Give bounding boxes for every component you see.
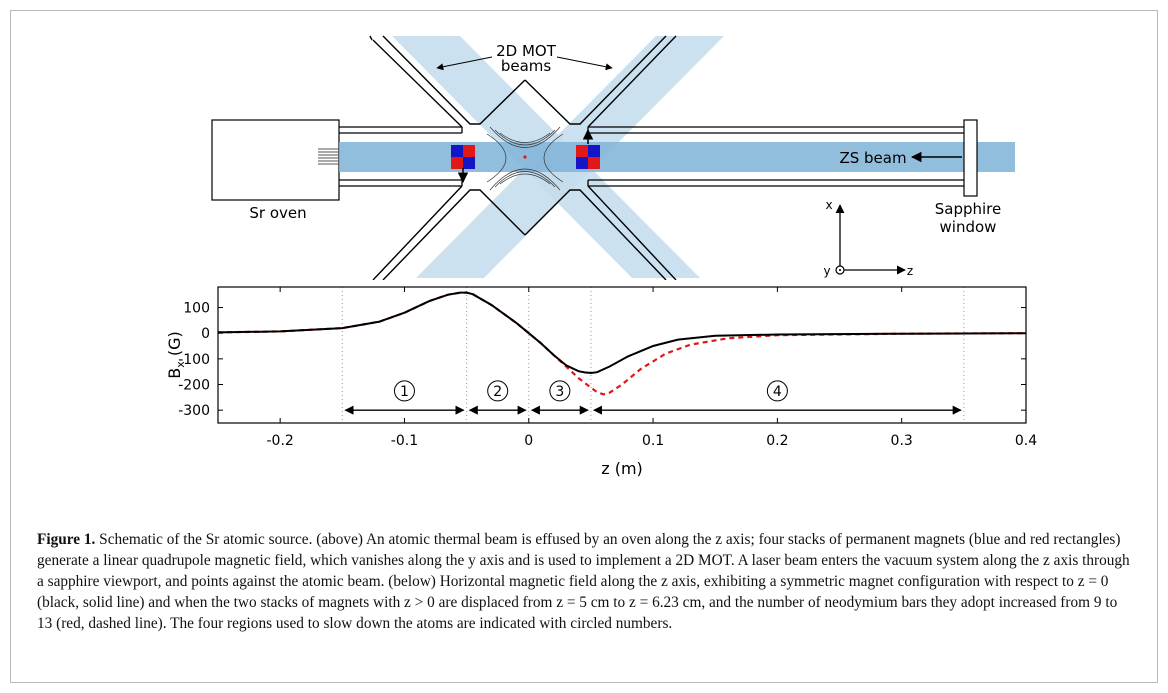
tube-left: [339, 126, 463, 187]
axis-z-label: z: [907, 264, 913, 278]
chamber-walls: [369, 35, 677, 280]
sapphire-window: [963, 119, 978, 197]
mot-label-line2: beams: [501, 57, 552, 75]
mot-arrow-left: [436, 56, 493, 71]
mot-center-dot: [523, 155, 527, 159]
region-number-circle: [393, 380, 415, 402]
x-tick-label: 0.2: [766, 433, 788, 449]
x-tick-label: 0.3: [891, 433, 913, 449]
window-label-line1: Sapphire: [935, 200, 1002, 218]
y-tick-label: -300: [178, 403, 210, 419]
region-number-label: 4: [773, 384, 782, 400]
y-tick-label: -200: [178, 378, 210, 394]
schematic-diagram: 2D MOT beams Sr oven ZS beam Sapphire wi…: [211, 35, 1015, 280]
window-label-line2: window: [940, 218, 997, 236]
axis-y-label: y: [823, 264, 830, 278]
x-tick-label: 0.4: [1015, 433, 1037, 449]
region-number-label: 3: [555, 384, 564, 400]
y-axis-label: Bx (G): [165, 331, 187, 378]
zs-beam-label: ZS beam: [839, 149, 906, 167]
quadrupole-field-lines: [486, 126, 564, 191]
figure-frame: [10, 10, 1158, 683]
magnet-stack-left: [451, 145, 475, 169]
plot-frame: [217, 286, 1027, 424]
y-tick-label: 0: [201, 326, 210, 342]
tube-right: [587, 126, 965, 187]
region-number-circle: [487, 380, 509, 402]
y-tick-label: 100: [183, 301, 210, 317]
coordinate-axes: x y z: [823, 198, 913, 278]
region-number-label: 2: [493, 384, 502, 400]
magnet-stack-right: [576, 145, 600, 169]
region-number-circle: [549, 380, 571, 402]
mot-label-line1: 2D MOT: [496, 42, 557, 60]
mot-arrow-right: [556, 56, 613, 71]
axis-x-label: x: [825, 198, 832, 212]
oven-box: [211, 119, 340, 201]
x-tick-label: -0.2: [266, 433, 293, 449]
bx-chart: 1 2 3 4 -0.2 -0.1 0 0.1 0.2 0.3 0.4 100 0 -100 -200 -…: [165, 286, 1037, 478]
region-number-circle: [766, 380, 788, 402]
caption-text: Schematic of the Sr atomic source. (abov…: [37, 531, 1130, 632]
oven-label: Sr oven: [249, 204, 306, 222]
series-line-dashed: [218, 291, 1026, 396]
region-number-label: 1: [400, 384, 409, 400]
figure-caption: Figure 1. Schematic of the Sr atomic sou…: [37, 529, 1132, 634]
caption-lead: Figure 1.: [37, 531, 96, 548]
x-tick-label: 0: [524, 433, 533, 449]
x-tick-label: 0.1: [642, 433, 664, 449]
x-axis-label: z (m): [601, 459, 643, 478]
x-tick-label: -0.1: [391, 433, 418, 449]
oven-nozzle: [318, 148, 339, 165]
y-tick-label: -100: [178, 352, 210, 368]
series-line-solid: [218, 291, 1026, 375]
